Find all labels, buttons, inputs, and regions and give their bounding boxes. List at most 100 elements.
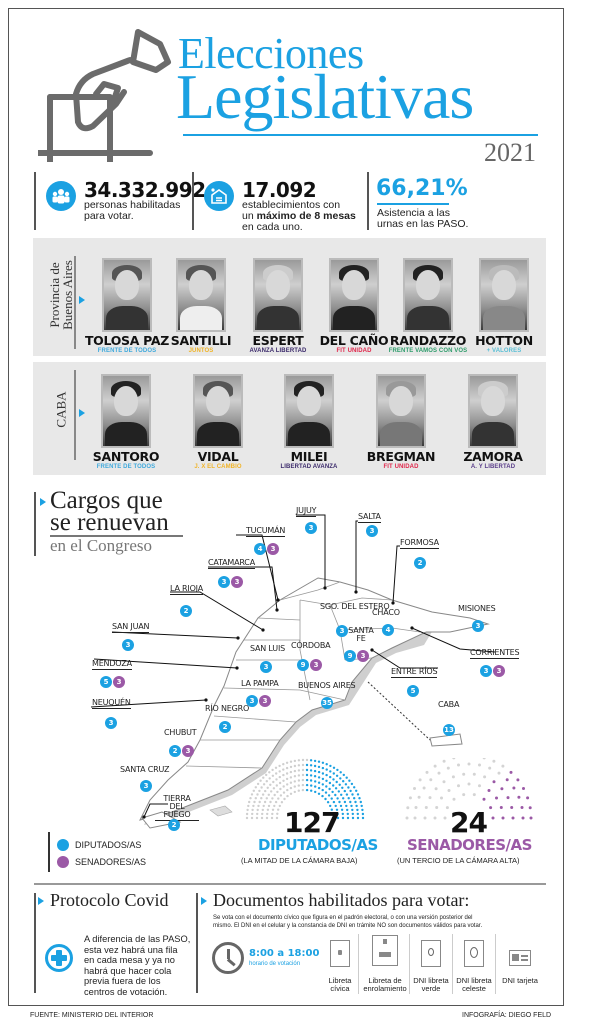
diputados-badge: 9 [344,650,356,662]
province-label: MISIONES [458,604,496,613]
diputados-count: 127 [284,806,340,839]
diputados-badge: 35 [321,697,333,709]
stat-voters-value: 34.332.992 [84,178,206,202]
stat-voters-text: personas habilitadas para votar. [84,199,181,222]
candidate-photo [329,258,379,332]
stat-schools-text: establecimientos con un máximo de 8 mesa… [242,199,356,233]
title-line1: Elecciones [178,29,364,78]
stat-schools-value: 17.092 [242,178,317,202]
diputados-hemicycle [245,758,365,820]
voting-hours: 8:00 a 18:00 [249,948,320,959]
document-dni-tarjeta: DNI tarjeta [498,950,542,985]
province-label: CÓRDOBA [291,641,331,650]
candidate-card: DEL CAÑO FIT UNIDAD [309,258,399,355]
candidate-card: BREGMAN FIT UNIDAD [356,374,446,471]
senadores-badge: 3 [182,745,194,757]
diputados-swatch [57,838,69,851]
senadores-badge: 3 [357,650,369,662]
covid-title: Protocolo Covid [50,890,169,910]
province-label: SAN JUAN [112,622,150,633]
legend-item-senadores: SENADORES/AS [57,853,146,871]
province-label: MENDOZA [92,659,132,670]
id-card-icon [509,950,531,966]
diputados-badge: 2 [414,557,426,569]
senadores-label: SENADORES/AS [407,836,532,854]
candidate-card: VIDAL J. X EL CAMBIO [173,374,263,471]
diputados-badge: 3 [260,661,272,673]
candidate-photo [176,258,226,332]
candidate-photo [101,374,151,448]
ballot-box-hand-icon [38,29,171,162]
pointer-triangle-icon [79,409,85,417]
caba-divider [74,370,76,460]
pointer-triangle-icon [79,296,85,304]
senadores-swatch [57,855,69,868]
diputados-badge: 3 [305,522,317,534]
diputados-badge: 5 [100,676,112,688]
senadores-badge: 3 [231,576,243,588]
province-label: ENTRE RÍOS [391,667,438,678]
id-document-icon [372,935,398,966]
diputados-label: DIPUTADOS/AS [258,836,378,854]
province-label: SALTA [358,512,381,523]
province-label: CABA [438,700,460,709]
candidate-photo [284,374,334,448]
candidate-photo [479,258,529,332]
candidate-card: SANTILLI JUNTOS [156,258,246,355]
province-label: SANTA CRUZ [120,765,170,774]
senadores-badge: 3 [259,695,271,707]
document-dni-libreta-celeste: DNI libreta celeste [454,940,494,993]
candidate-card: ZAMORA A. Y LIBERTAD [448,374,538,471]
documentos-intro: Se vota con el documento cívico que figu… [213,915,483,929]
legend-item-diputados: DIPUTADOS/AS [57,836,141,854]
pointer-triangle-icon [40,498,46,506]
senadores-badge: 3 [267,543,279,555]
candidate-card: MILEI LIBERTAD AVANZA [264,374,354,471]
covid-bar [34,893,36,993]
senadores-badge: 3 [493,665,505,677]
senadores-subtitle: (UN TERCIO DE LA CÁMARA ALTA) [397,856,520,865]
province-label: FORMOSA [400,538,439,549]
diputados-badge: 13 [443,724,455,736]
candidate-card: ESPERT AVANZA LIBERTAD [233,258,323,355]
pba-divider [74,256,76,349]
covid-text: A diferencia de las PASO, esta vez habrá… [84,934,191,997]
voting-hours-label: horario de votación [249,961,301,967]
footer-credit: INFOGRAFÍA: DIEGO FELD [462,1012,552,1019]
id-document-icon [464,940,484,967]
stat-turnout-text: Asistencia a las urnas en las PASO. [377,207,469,230]
title-underline [183,134,538,136]
province-label: LA RIOJA [170,584,203,595]
section-divider [34,883,546,885]
document-libreta-enrolamiento: Libreta de enrolamiento [362,935,408,993]
title-line2: Legislativas [176,61,474,132]
cargos-subtitle: en el Congreso [50,536,152,555]
candidate-photo [193,374,243,448]
province-label: JUJUY [296,506,317,517]
year: 2021 [484,138,536,167]
senadores-badge: 3 [310,659,322,671]
candidate-card: SANTORO FRENTE DE TODOS [81,374,171,471]
diputados-badge: 9 [297,659,309,671]
province-label: TUCUMÁN [246,526,286,537]
diputados-badge: 3 [366,525,378,537]
diputados-subtitle: (LA MITAD DE LA CÁMARA BAJA) [241,856,358,865]
school-building-icon [204,181,234,211]
stat-divider [34,172,36,230]
documentos-title: Documentos habilitados para votar: [213,890,470,910]
candidate-photo [403,258,453,332]
province-label: CHACO [372,608,400,617]
province-label: SANTA FE [348,626,374,643]
cargos-underline [50,535,183,537]
candidate-photo [253,258,303,332]
diputados-badge: 5 [407,685,419,697]
diputados-badge: 3 [218,576,230,588]
stat-turnout-value: 66,21% [376,176,468,201]
candidate-card: HOTTON + VALORES [459,258,549,355]
diputados-badge: 3 [122,639,134,651]
infographic-frame [8,8,564,1006]
diputados-badge: 3 [336,625,348,637]
diputados-badge: 3 [246,695,258,707]
id-document-icon [330,940,350,967]
